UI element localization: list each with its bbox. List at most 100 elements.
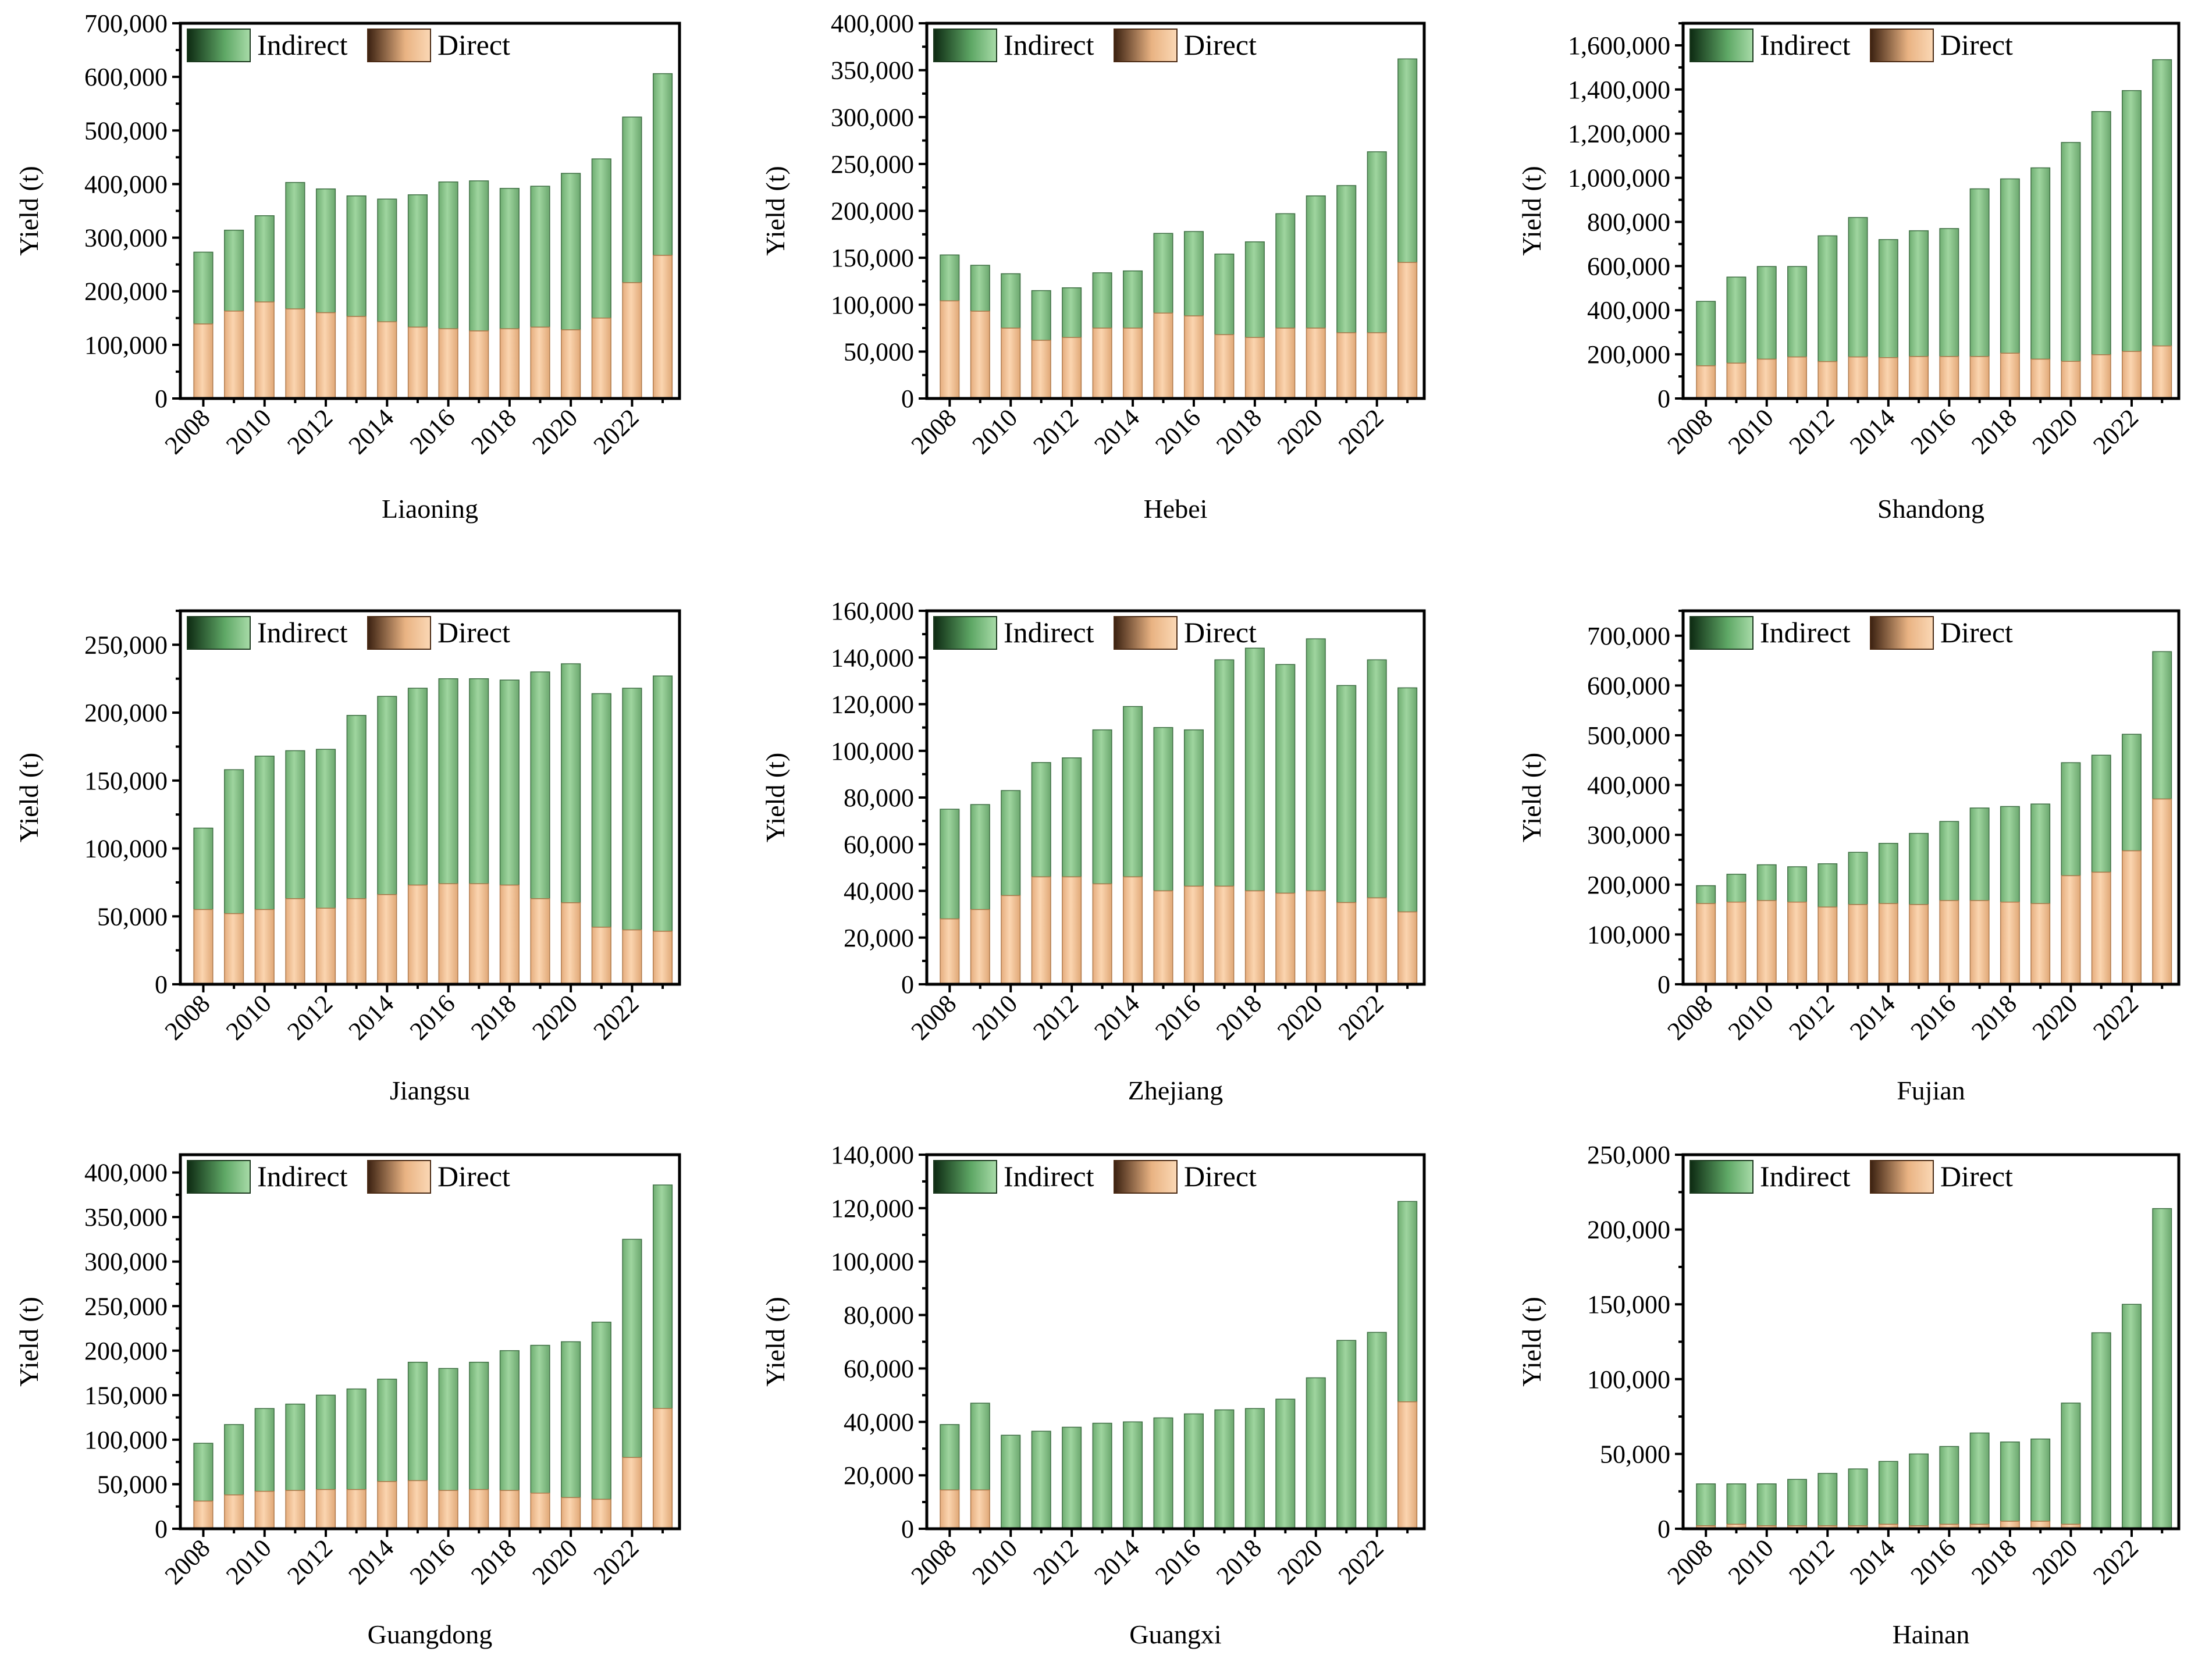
bar-indirect — [1969, 1432, 1990, 1525]
bar-indirect — [407, 1361, 428, 1482]
y-axis-title: Yield (t) — [1517, 166, 1546, 256]
y-axis-title: Yield (t) — [760, 1297, 790, 1387]
legend-label-indirect: Indirect — [1004, 29, 1094, 61]
y-tick-label: 150,000 — [1587, 1290, 1670, 1319]
bar-direct — [1001, 328, 1021, 399]
bar-direct — [1183, 315, 1204, 399]
bar-direct — [469, 883, 489, 985]
x-tick-label: 2022 — [2087, 989, 2144, 1045]
y-tick-label: 300,000 — [831, 103, 914, 131]
bar-direct — [652, 1408, 673, 1529]
x-tick-label: 2018 — [465, 403, 522, 460]
x-tick-label: 2008 — [906, 1533, 962, 1590]
x-tick-label: 2014 — [343, 403, 400, 460]
bar-direct — [2061, 361, 2081, 399]
x-tick-label: 2012 — [1027, 403, 1084, 460]
bar-direct — [438, 1490, 458, 1529]
bar-direct — [591, 318, 611, 399]
plot-frame — [1681, 609, 2181, 986]
bar-direct — [1153, 312, 1173, 399]
x-tick-label: 2020 — [527, 403, 583, 460]
bar-indirect — [2122, 734, 2142, 852]
bar-indirect — [2091, 1332, 2111, 1529]
bar-indirect — [1878, 239, 1898, 358]
bar-indirect — [254, 1408, 275, 1492]
bar-indirect — [652, 675, 673, 932]
x-tick-label: 2010 — [1723, 989, 1779, 1045]
x-tick-label: 2016 — [1150, 403, 1206, 460]
bar-direct — [254, 1490, 275, 1529]
bar-direct — [1214, 334, 1235, 399]
bar-direct — [1756, 900, 1777, 985]
bar-direct — [1878, 903, 1898, 985]
x-tick-label: 2010 — [220, 1533, 277, 1590]
y-tick-label: 500,000 — [84, 116, 168, 145]
bar-indirect — [1336, 185, 1357, 333]
chart-panel: 0 20,000 40,000 60,000 80,000 100,000 120,000 1… — [760, 597, 1426, 1105]
bar-indirect — [1696, 301, 1716, 366]
legend: Indirect Direct — [187, 1160, 510, 1194]
y-tick-label: 160,000 — [831, 597, 914, 625]
y-tick-label: 400,000 — [1587, 771, 1670, 800]
x-tick-label: 2020 — [1272, 989, 1328, 1045]
bar-direct — [1062, 876, 1082, 985]
legend-swatch-direct — [1870, 29, 1934, 62]
bar-indirect — [407, 688, 428, 886]
bar-indirect — [2061, 762, 2081, 877]
legend-swatch-indirect — [933, 1160, 997, 1194]
bar-indirect — [1031, 290, 1051, 341]
bar-direct — [1031, 876, 1051, 985]
y-tick-label: 400,000 — [84, 170, 168, 198]
bar-direct — [561, 1497, 581, 1529]
bar-indirect — [1878, 1461, 1898, 1525]
bar-indirect — [1001, 790, 1021, 896]
bar-direct — [1123, 328, 1143, 399]
bar-indirect — [530, 186, 550, 328]
x-tick-label: 2020 — [2027, 989, 2083, 1045]
bar-direct — [1031, 340, 1051, 399]
y-tick-label: 100,000 — [831, 737, 914, 766]
x-tick-label: 2012 — [282, 989, 338, 1045]
x-tick-label: 2020 — [1272, 403, 1328, 460]
y-axis-title: Yield (t) — [14, 166, 44, 256]
bar-direct — [438, 328, 458, 399]
bar-indirect — [940, 809, 960, 920]
bar-direct — [1123, 876, 1143, 985]
bar-indirect — [2152, 651, 2172, 800]
bar-direct — [377, 321, 397, 399]
bar-indirect — [1696, 885, 1716, 905]
x-tick-label: 2022 — [1333, 989, 1389, 1045]
bar-direct — [652, 255, 673, 399]
bar-indirect — [224, 769, 244, 914]
bar-indirect — [622, 1238, 642, 1458]
legend-label-indirect: Indirect — [1760, 1160, 1851, 1193]
bar-indirect — [438, 181, 458, 329]
bar-indirect — [622, 688, 642, 931]
bar-indirect — [254, 756, 275, 910]
bar-direct — [1787, 902, 1807, 985]
y-tick-label: 200,000 — [84, 699, 168, 727]
x-tick-label: 2020 — [1272, 1533, 1328, 1590]
y-tick-label: 300,000 — [84, 224, 168, 252]
bar-indirect — [1909, 1453, 1929, 1526]
bar-indirect — [1153, 1417, 1173, 1529]
bar-indirect — [1787, 266, 1807, 358]
legend-swatch-direct — [367, 1160, 431, 1194]
bar-indirect — [499, 188, 520, 329]
bar-direct — [561, 902, 581, 985]
legend-swatch-direct — [1114, 29, 1178, 62]
y-tick-label: 200,000 — [1587, 340, 1670, 369]
x-tick-label: 2022 — [2087, 1533, 2144, 1590]
y-tick-label: 0 — [901, 1515, 914, 1543]
x-tick-label: 2012 — [1783, 989, 1840, 1045]
x-tick-label: 2018 — [1211, 1533, 1267, 1590]
bar-indirect — [1123, 1421, 1143, 1529]
bar-direct — [1153, 890, 1173, 985]
x-tick-label: 2014 — [1089, 1533, 1145, 1590]
x-tick-label: 2008 — [906, 989, 962, 1045]
bar-indirect — [1092, 272, 1112, 329]
y-tick-label: 250,000 — [84, 631, 168, 659]
